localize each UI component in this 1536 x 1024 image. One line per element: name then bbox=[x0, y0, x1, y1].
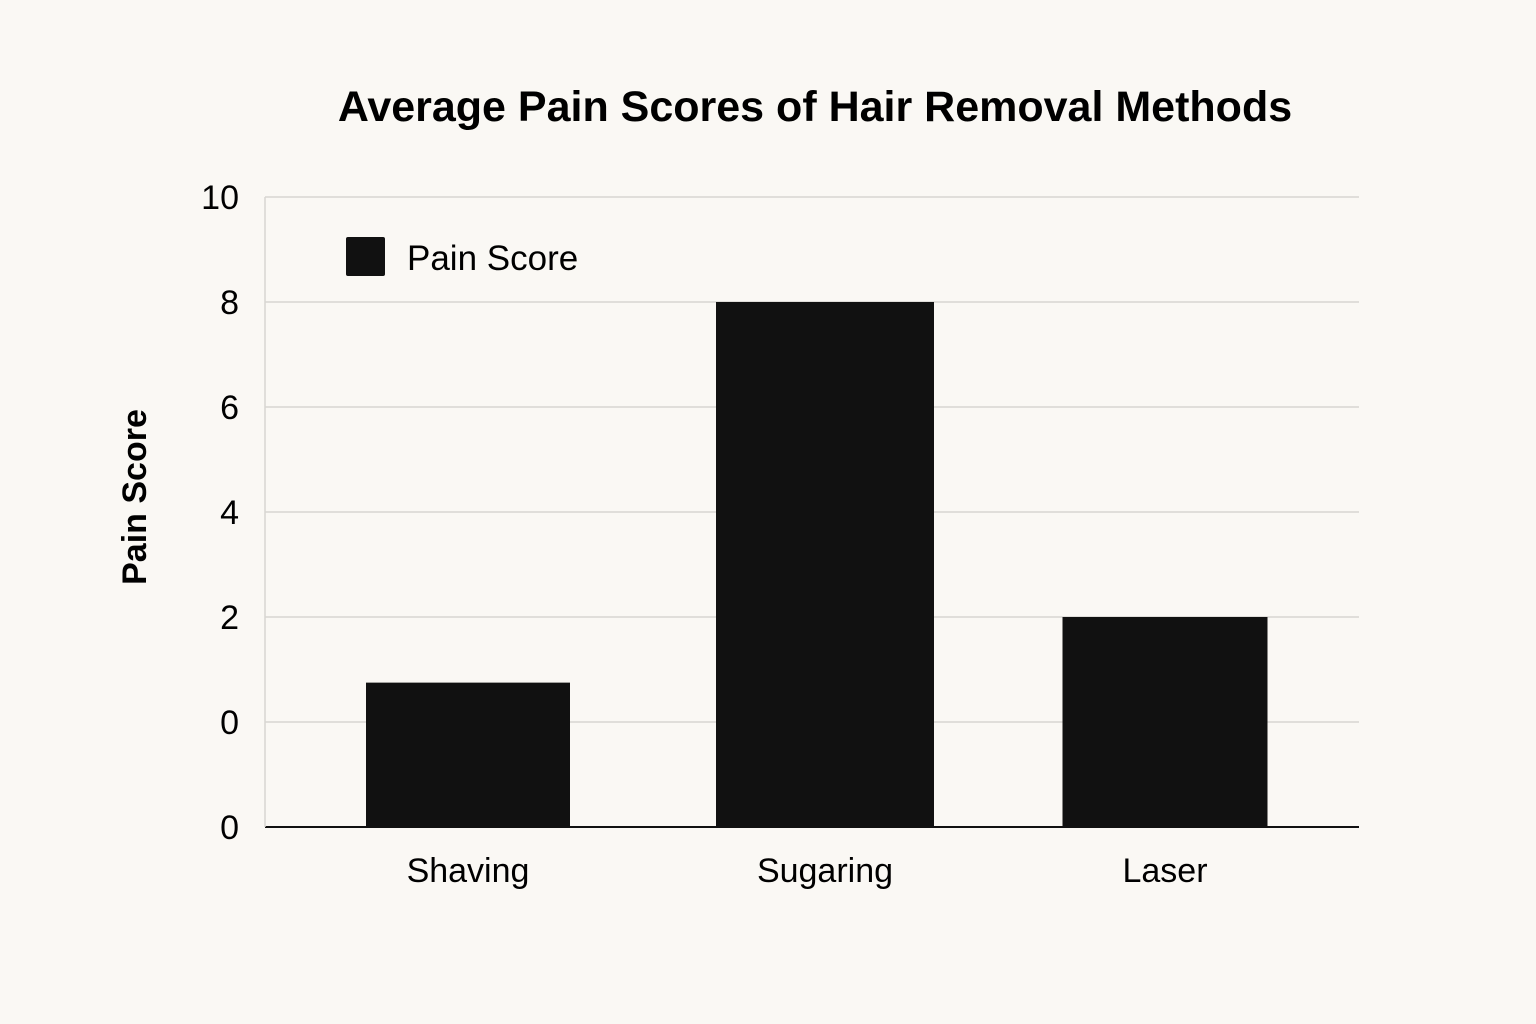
legend-label: Pain Score bbox=[407, 239, 578, 278]
chart-title: Average Pain Scores of Hair Removal Meth… bbox=[338, 83, 1292, 131]
bar-shaving bbox=[366, 682, 570, 827]
y-tick-label: 0 bbox=[220, 704, 239, 742]
x-tick-label: Shaving bbox=[407, 852, 530, 890]
y-tick-label: 0 bbox=[220, 809, 239, 847]
y-tick-label: 2 bbox=[220, 599, 239, 637]
y-tick-label: 4 bbox=[220, 494, 239, 532]
bar-sugaring bbox=[716, 302, 934, 827]
bar-laser bbox=[1062, 617, 1268, 827]
x-tick-labels: Shaving Sugaring Laser bbox=[407, 852, 1208, 890]
y-axis-label: Pain Score bbox=[116, 409, 154, 585]
legend-swatch bbox=[346, 237, 385, 276]
y-tick-label: 10 bbox=[201, 179, 239, 217]
x-tick-label: Sugaring bbox=[757, 852, 893, 890]
y-tick-labels: 0 0 2 4 6 8 10 bbox=[201, 179, 239, 847]
bars bbox=[366, 302, 1268, 827]
x-tick-label: Laser bbox=[1122, 852, 1207, 890]
y-tick-label: 8 bbox=[220, 284, 239, 322]
y-tick-label: 6 bbox=[220, 389, 239, 427]
legend: Pain Score bbox=[346, 237, 578, 278]
